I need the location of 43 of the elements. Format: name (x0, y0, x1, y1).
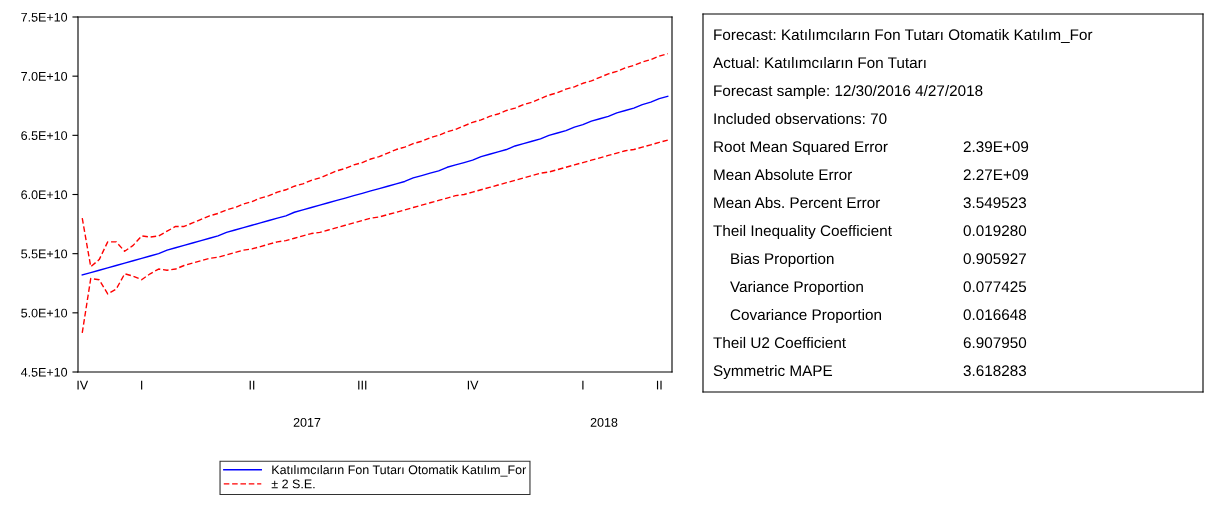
line-series (81, 95, 669, 276)
x-tick-label: III (358, 380, 367, 390)
text: 0.077425 (963, 281, 1027, 293)
text: 2017 (293, 417, 321, 427)
text: 2018 (590, 417, 618, 427)
category-label: Variance Proportion (730, 280, 863, 296)
x-tick-label: IV (77, 380, 89, 390)
category-label: Mean Absolute Error (714, 168, 853, 181)
y-tick-label: 7.0E+10 (21, 71, 68, 81)
legend-label: ± 2 S.E. (271, 479, 315, 489)
text: 0.905927 (963, 253, 1026, 265)
y-tick-label: 5.5E+10 (21, 249, 68, 259)
text: 2.39E+09 (963, 141, 1029, 153)
line-series (81, 139, 669, 334)
x-tick-label: I (141, 380, 143, 390)
legend-label: Katılımcıların Fon Tutarı Otomatik Katılım_For (272, 465, 527, 477)
category-label: Theil U2 Coefficient (713, 336, 846, 349)
x-tick-label: IV (467, 380, 479, 390)
y-tick-label: 5.0E+10 (21, 308, 68, 318)
text: Forecast: Katılımcıların Fon Tutarı Otomatik Katılım_For (714, 28, 1093, 43)
category-label: Mean Abs. Percent Error (714, 196, 881, 209)
text: 6.907950 (963, 337, 1027, 349)
text: Included observations: 70 (714, 112, 887, 125)
x-tick-label: II (656, 380, 662, 390)
text: Actual: Katılımcıların Fon Tutarı (713, 56, 926, 69)
x-tick-label: II (249, 380, 255, 390)
text: 0.016648 (963, 309, 1027, 321)
category-label: Covariance Proportion (730, 308, 881, 324)
text: 2.27E+09 (963, 169, 1029, 181)
y-tick-label: 4.5E+10 (20, 367, 68, 377)
y-tick-label: 6.0E+10 (21, 190, 68, 200)
text: 3.549523 (963, 197, 1027, 209)
category-label: Symmetric MAPE (713, 364, 833, 380)
category-label: Root Mean Squared Error (714, 140, 888, 156)
text: Forecast sample: 12/30/2016 4/27/2018 (714, 84, 983, 100)
x-tick-label: I (582, 380, 584, 390)
y-tick-label: 6.5E+10 (21, 131, 68, 140)
category-label: Bias Proportion (731, 252, 834, 268)
line-series (81, 52, 669, 268)
y-tick-label: 7.5E+10 (21, 12, 68, 22)
category-label: Theil Inequality Coefficient (713, 224, 892, 240)
text: 0.019280 (963, 225, 1027, 237)
text: 3.618283 (963, 365, 1027, 377)
